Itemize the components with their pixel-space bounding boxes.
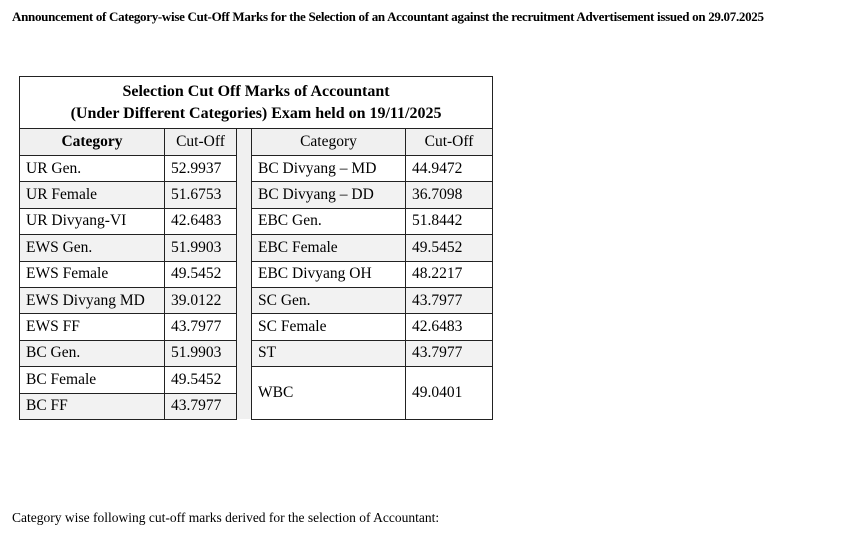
cutoff-cell: 42.6483: [404, 313, 494, 341]
table-row: UR Gen. 52.9937 BC Divyang – MD 44.9472: [19, 154, 494, 183]
table-title-line2: (Under Different Categories) Exam held o…: [70, 104, 442, 122]
gap-cell: [236, 313, 252, 341]
category-cell: WBC: [251, 366, 406, 420]
gap-cell: [236, 208, 252, 235]
category-cell: EBC Female: [251, 234, 406, 262]
header-category-left: Category: [19, 128, 165, 156]
cutoff-cell: 42.6483: [164, 207, 237, 236]
footer-text: Category wise following cut-off marks de…: [12, 510, 440, 525]
table-title: Selection Cut Off Marks of Accountant (U…: [18, 76, 494, 129]
category-cell: ST: [251, 339, 406, 368]
category-cell: UR Gen.: [19, 154, 165, 183]
announcement-heading: Announcement of Category-wise Cut-Off Ma…: [12, 9, 764, 24]
table-row: EWS FF 43.7977 SC Female 42.6483: [19, 313, 494, 341]
category-cell: BC FF: [19, 392, 165, 420]
category-cell: EWS FF: [19, 313, 165, 341]
table-row: EWS Gen. 51.9903 EBC Female 49.5452: [19, 234, 494, 262]
category-cell: EWS Divyang MD: [19, 286, 165, 315]
table-row: UR Female 51.6753 BC Divyang – DD 36.7098: [19, 181, 494, 209]
cutoff-cell: 51.9903: [164, 234, 237, 262]
cutoff-cell: 51.8442: [404, 207, 494, 236]
table-row: EWS Female 49.5452 EBC Divyang OH 48.2217: [19, 260, 494, 288]
table-row: BC FF 43.7977: [19, 392, 493, 420]
header-cutoff-left: Cut-Off: [164, 128, 237, 156]
cutoff-cell: 49.5452: [164, 366, 237, 394]
category-cell: EBC Divyang OH: [251, 260, 406, 288]
gap-cell: [236, 181, 252, 209]
cutoff-cell: 43.7977: [404, 339, 494, 368]
cutoff-cell: 49.0401: [404, 366, 494, 420]
table-row: BC Female 49.5452 WBC 49.0401: [19, 366, 494, 420]
category-cell: BC Gen.: [19, 339, 165, 368]
header-cutoff-right: Cut-Off: [404, 128, 494, 156]
category-cell: UR Divyang-VI: [19, 207, 165, 236]
cutoff-cell: 51.6753: [164, 181, 237, 209]
category-cell: BC Female: [19, 366, 165, 394]
cutoff-cell: 43.7977: [164, 313, 237, 341]
cutoff-cell: 49.5452: [404, 234, 494, 262]
category-cell: BC Divyang – DD: [251, 181, 406, 209]
gap-cell: [236, 393, 252, 420]
gap-cell: [236, 234, 252, 262]
cutoff-cell: 44.9472: [404, 154, 494, 183]
cutoff-cell: 36.7098: [404, 181, 494, 209]
category-cell: BC Divyang – MD: [251, 154, 406, 183]
category-cell: EBC Gen.: [251, 207, 406, 236]
category-cell: EWS Gen.: [19, 234, 165, 262]
gap-cell: [236, 287, 252, 314]
cutoff-cell: 49.5452: [164, 260, 237, 288]
table-row: UR Divyang-VI 42.6483 EBC Gen. 51.8442: [19, 207, 494, 236]
cutoff-cell: 43.7977: [404, 286, 494, 315]
table-row: BC Gen. 51.9903 ST 43.7977: [19, 339, 494, 368]
category-cell: EWS Female: [19, 260, 165, 288]
cutoff-cell: 43.7977: [164, 392, 237, 420]
category-cell: UR Female: [19, 181, 165, 209]
header-category-right: Category: [251, 128, 406, 156]
table-title-line1: Selection Cut Off Marks of Accountant: [122, 82, 390, 100]
gap-cell: [236, 261, 252, 288]
gap-cell: [236, 128, 252, 156]
cutoff-table: Selection Cut Off Marks of Accountant (U…: [18, 76, 494, 420]
category-cell: SC Female: [251, 313, 406, 341]
table-row: EWS Divyang MD 39.0122 SC Gen. 43.7977: [19, 286, 494, 315]
gap-cell: [236, 340, 252, 367]
cutoff-cell: 48.2217: [404, 260, 494, 288]
cutoff-cell: 39.0122: [164, 286, 237, 315]
cutoff-cell: 51.9903: [164, 339, 237, 368]
category-cell: SC Gen.: [251, 286, 406, 315]
cutoff-cell: 52.9937: [164, 154, 237, 183]
gap-cell: [236, 155, 252, 182]
gap-cell: [236, 366, 252, 394]
